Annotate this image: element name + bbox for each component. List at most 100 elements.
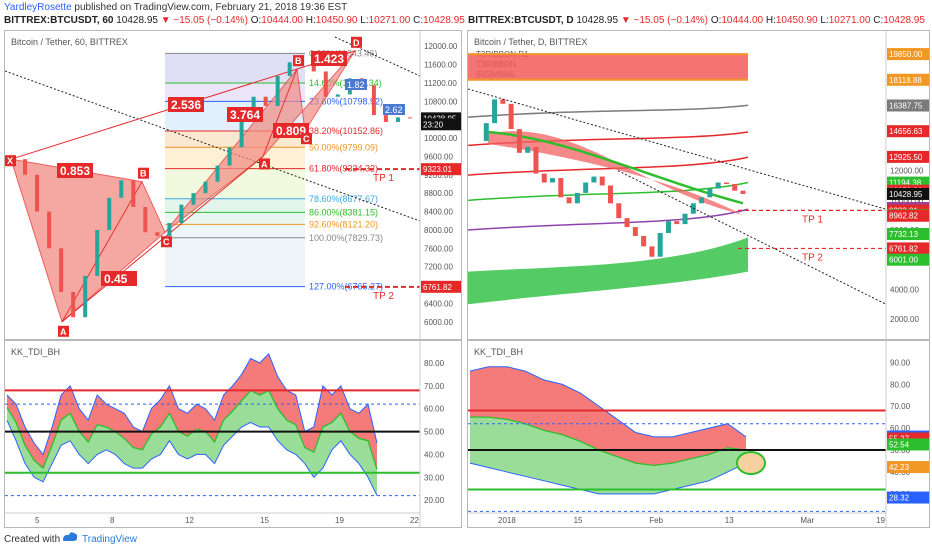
left-tdi-svg[interactable]: KK_TDI_BH 80.00 70.00 60.00 50.00 40.00 30.00 2…: [5, 341, 461, 527]
y-tick: 8800.00: [424, 189, 453, 198]
candle: [541, 173, 547, 183]
candle: [591, 176, 597, 183]
price-badge-bg: [887, 73, 929, 86]
red-cloud: [488, 131, 743, 216]
fib-label: 78.60%(8677.67): [309, 194, 378, 204]
candle: [335, 94, 340, 97]
price-badge-bg: [887, 253, 929, 266]
tdi-badge-bg: [887, 461, 929, 474]
x-tick: 5: [35, 516, 40, 525]
target-label: TP 1: [373, 173, 394, 184]
ratio-label: 2.536: [171, 98, 201, 112]
y-tick: 11200.00: [424, 79, 457, 88]
small-ratio-bg: [345, 79, 367, 90]
signal-line: [6, 389, 378, 470]
point-bg: [293, 55, 304, 67]
right-tdi-chart[interactable]: KK_TDI_BH90.0080.0070.0060.0050.0040.003…: [467, 340, 930, 528]
ratio-label: 0.809: [276, 124, 306, 138]
ratio-label: 1.423: [314, 52, 344, 66]
x-tick: 12: [185, 516, 194, 525]
price-badge-bg: [421, 280, 461, 293]
right-price-svg[interactable]: Bitcoin / Tether, D, BITTREXT3RIBBON R1T…: [468, 31, 929, 339]
point-bg: [5, 155, 16, 167]
y-tick: 30.00: [424, 473, 445, 482]
y-tick: 10000.00: [424, 134, 458, 143]
open-value: 10444.00: [261, 15, 303, 26]
fib-label: 86.00%(8381.15): [309, 207, 378, 217]
small-ratio: 1.82: [347, 80, 365, 90]
point-label: B: [295, 56, 302, 66]
left-price-svg[interactable]: Bitcoin / Tether, 60, BITTREX0.00%(11843…: [5, 31, 461, 339]
x-tick: 19: [876, 516, 885, 525]
price-badge: 7732.13: [889, 230, 918, 239]
candle: [23, 159, 28, 175]
candle: [131, 180, 136, 207]
x-tick: 22: [410, 516, 419, 525]
price-value: 10428.95: [116, 15, 158, 26]
price-badge-bg: [421, 163, 461, 176]
x-tick: 8: [110, 516, 115, 525]
y-tick: 60.00: [890, 424, 911, 433]
tradingview-brand[interactable]: TradingView: [82, 534, 138, 545]
fib-zone: [165, 237, 305, 287]
tdi-badge: 28.32: [889, 494, 910, 503]
price-value-right: 10428.95: [576, 15, 619, 26]
left-tdi-chart[interactable]: KK_TDI_BH 80.00 70.00 60.00 50.00 40.00 30.00 2…: [4, 340, 462, 528]
x-tick: 19: [335, 516, 344, 525]
target-label: TP 1: [802, 214, 823, 225]
candle: [699, 197, 705, 204]
small-ratio-bg: [383, 104, 405, 115]
candle: [665, 221, 671, 233]
candle: [371, 85, 376, 116]
candle: [674, 221, 680, 225]
lower-band: [470, 417, 746, 494]
candle: [83, 275, 88, 318]
small-ratio: 2.62: [385, 105, 403, 115]
red-band: [468, 54, 748, 80]
left-symbol-line: BITTREX:BTCUSDT, 60 10428.95 ▼ −15.05 (−…: [4, 15, 465, 26]
candle: [608, 185, 613, 204]
tradingview-logo-icon: [63, 532, 78, 541]
point-bg: [58, 325, 69, 337]
price-badge-bg: [887, 150, 929, 163]
candle: [35, 174, 40, 212]
y-tick: 80.00: [424, 359, 445, 368]
made-with-text: Created with: [4, 534, 61, 545]
tdi-badge: 42.23: [889, 463, 910, 472]
lower-band: [7, 390, 377, 496]
chart-title: KK_TDI_BH: [11, 347, 60, 357]
ratio-label: 0.853: [60, 164, 90, 178]
price-badge: 6761.82: [889, 244, 918, 253]
candle: [740, 190, 746, 194]
price-badge-bg: [421, 118, 461, 131]
footer: Created with TradingView: [0, 527, 932, 550]
y-tick: 6400.00: [424, 299, 453, 308]
candle: [203, 181, 208, 194]
high-value: 10450.90: [315, 15, 358, 26]
candle: [732, 184, 738, 191]
point-bg: [259, 158, 270, 170]
candle: [483, 123, 489, 141]
x-tick: 2018: [498, 516, 516, 525]
right-price-chart[interactable]: Bitcoin / Tether, D, BITTREXT3RIBBON R1T…: [467, 30, 930, 340]
left-price-chart[interactable]: Bitcoin / Tether, 60, BITTREX0.00%(11843…: [4, 30, 462, 340]
y-tick: 40.00: [424, 450, 445, 459]
candle: [215, 165, 220, 182]
candle: [287, 62, 292, 77]
point-label: A: [261, 159, 268, 169]
candle: [71, 291, 76, 318]
ratio-label-bg: [168, 97, 204, 112]
fib-label: 23.60%(10798.92): [309, 96, 383, 106]
publish-line: YardleyRosette published on TradingView.…: [4, 2, 347, 13]
price-badge-bg: [887, 187, 929, 200]
right-tdi-svg[interactable]: KK_TDI_BH90.0080.0070.0060.0050.0040.003…: [468, 341, 929, 527]
candle: [191, 193, 196, 205]
x-tick: 15: [574, 516, 583, 525]
y-tick: 50.00: [424, 428, 445, 437]
publish-info: published on TradingView.com, February 2…: [74, 2, 348, 13]
candle: [657, 233, 663, 257]
price-badge: 12925.50: [889, 153, 923, 162]
candle: [641, 235, 647, 247]
price-badge: 23:20: [423, 120, 444, 129]
author-link[interactable]: YardleyRosette: [4, 2, 72, 13]
